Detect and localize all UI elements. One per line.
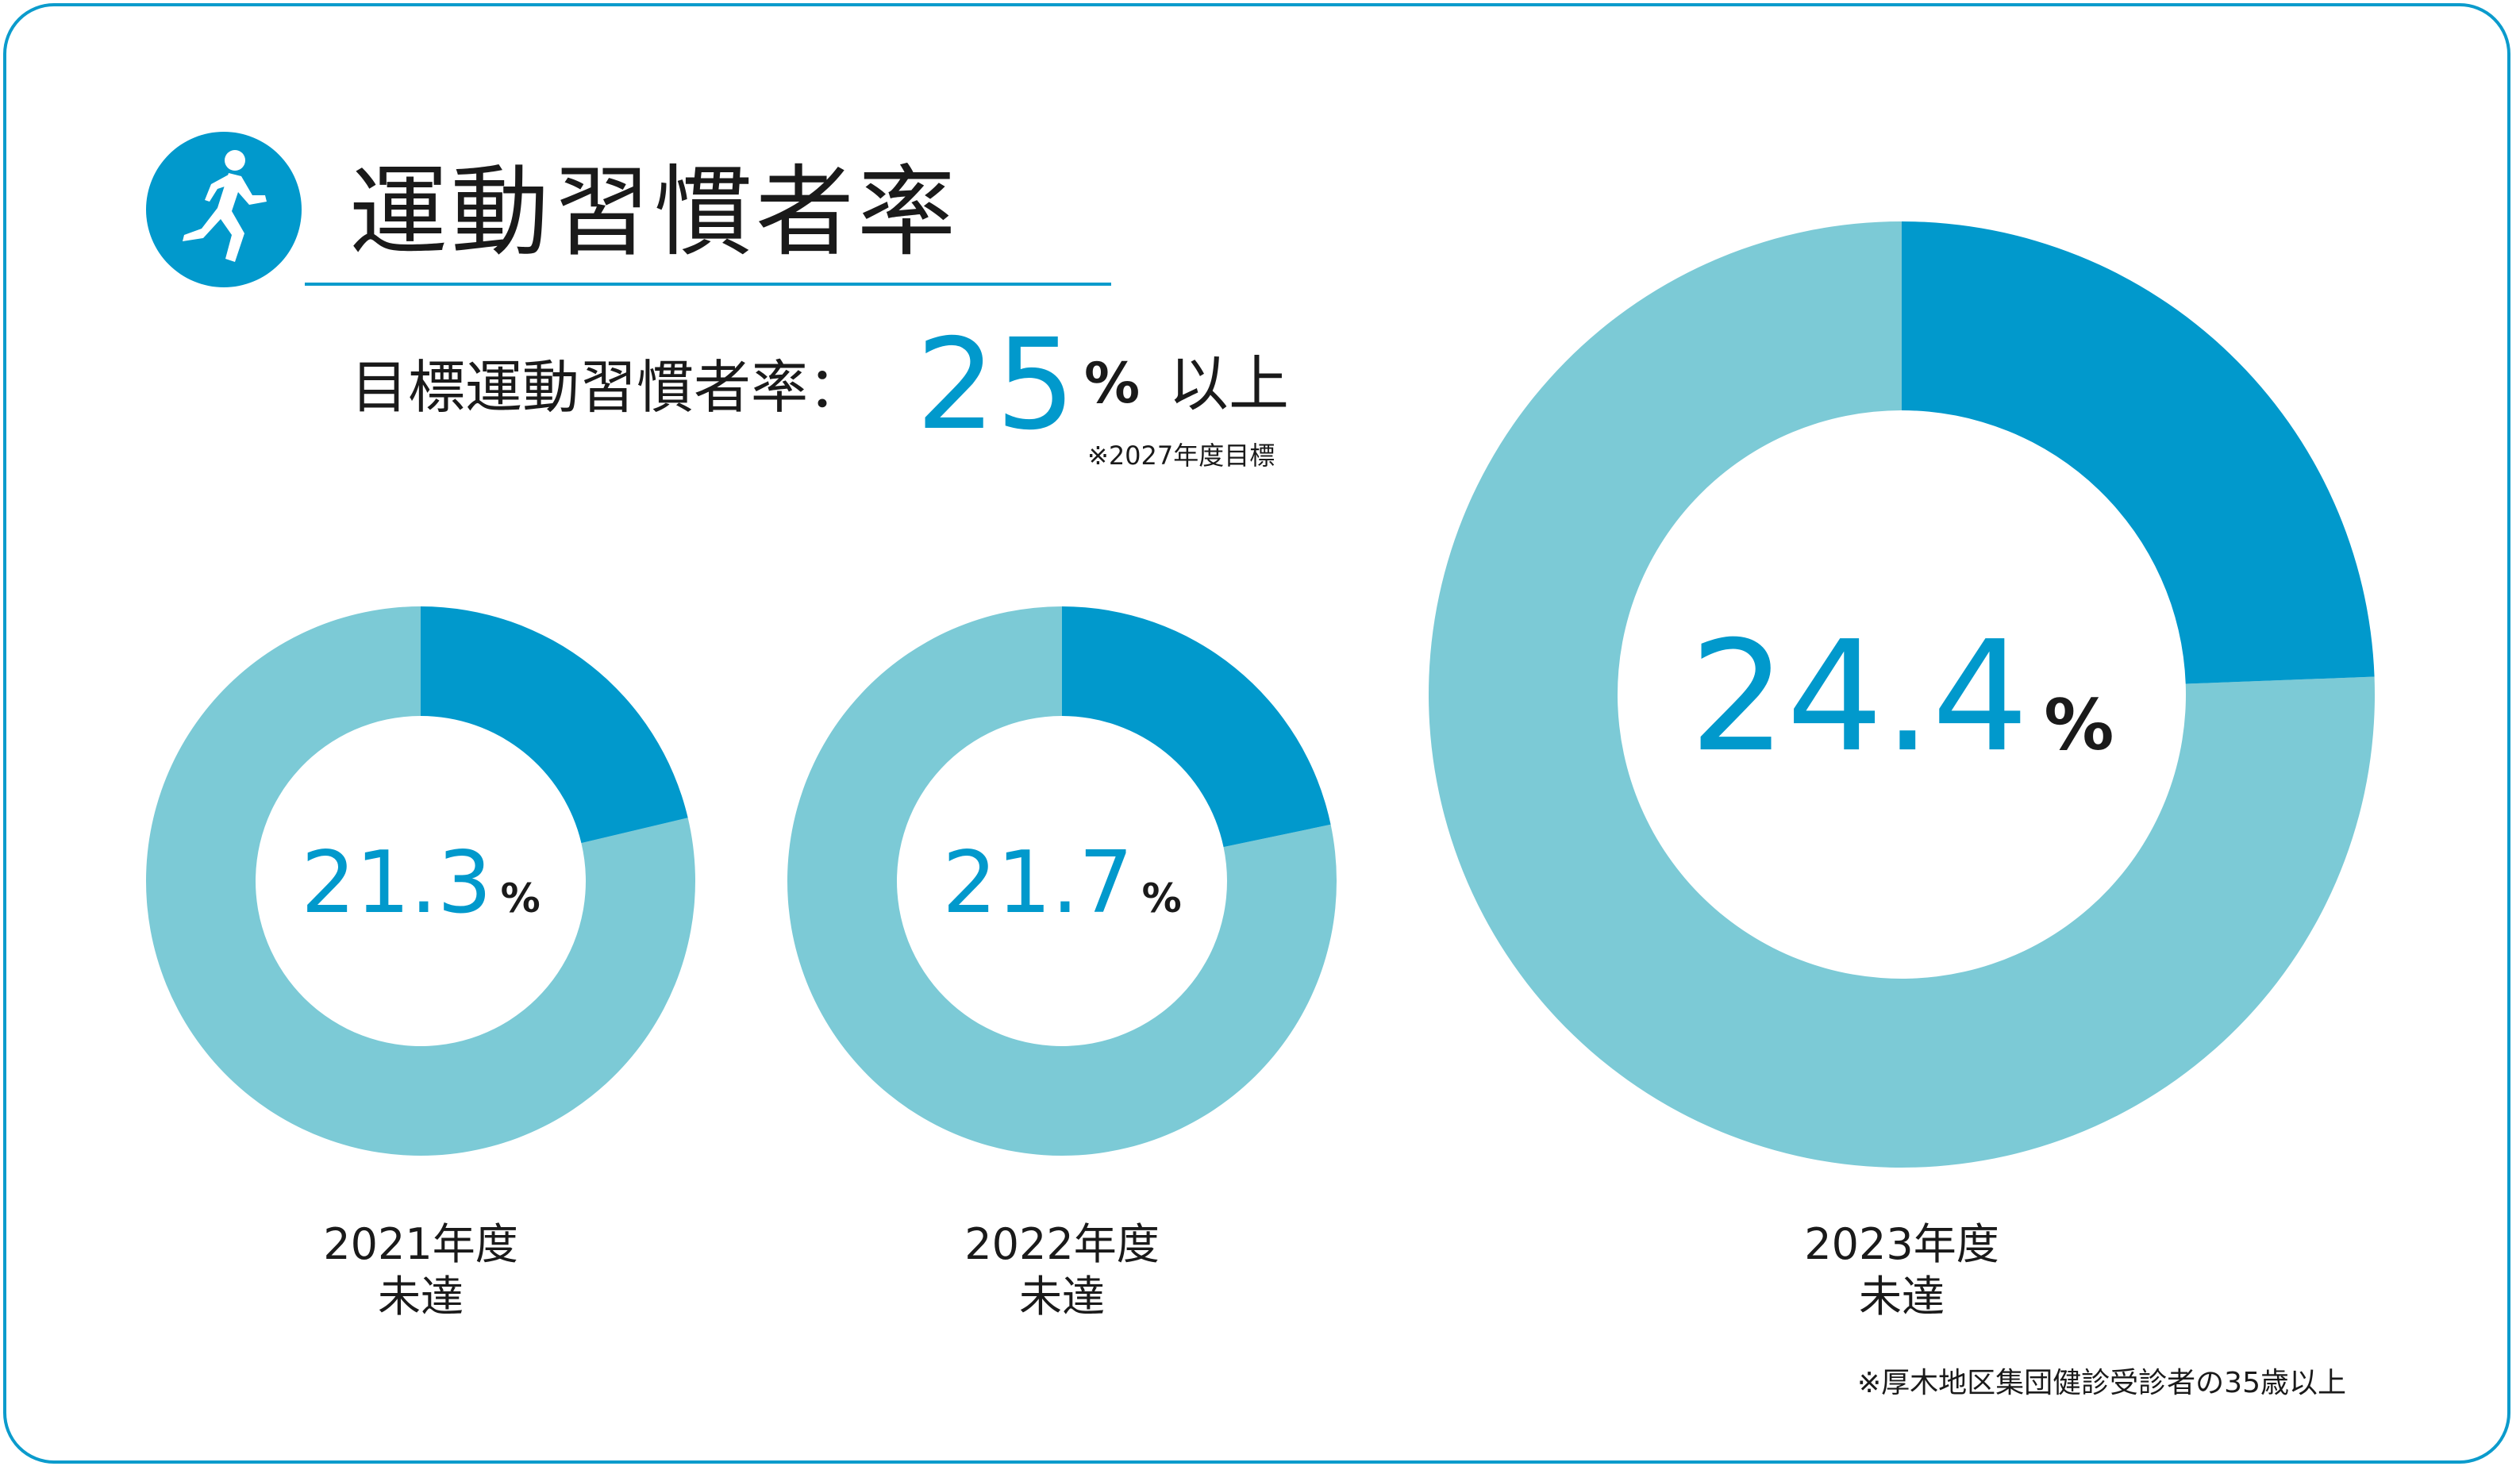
donut-value-number: 21.3 (301, 833, 491, 933)
donut-chart-2: 21.7% (787, 606, 1337, 1156)
target-label: 目標運動習慣者率： (351, 354, 866, 421)
year-label-2: 2022年度 未達 (903, 1218, 1221, 1323)
year-label-status: 未達 (378, 1271, 464, 1322)
title-underline (305, 283, 1111, 286)
donut-value-number: 21.7 (942, 833, 1133, 933)
donut-remainder-slice (145, 606, 695, 1156)
donut-center-value: 21.3% (301, 833, 540, 933)
year-label-status: 未達 (1019, 1271, 1105, 1322)
runner-icon (146, 132, 302, 287)
donut-remainder-slice (787, 606, 1337, 1156)
donut-value-unit: % (501, 875, 541, 922)
target-note: ※2027年度目標 (1087, 441, 1275, 471)
year-label-category: 2022年度 (964, 1219, 1160, 1269)
target-suffix: 以上 (1168, 348, 1289, 419)
page-title: 運動習慣者率 (349, 156, 960, 270)
donut-value-slice (1062, 606, 1331, 848)
donut-center-value: 24.4% (1690, 609, 2114, 786)
donut-center-value: 21.7% (942, 833, 1181, 933)
donut-value-slice (1902, 221, 2375, 684)
donut-value-unit: % (2044, 684, 2114, 766)
year-label-category: 2023年度 (1804, 1219, 1999, 1269)
donut-value-number: 24.4 (1690, 609, 2029, 786)
donut-remainder-slice (1428, 221, 2375, 1168)
donut-value-unit: % (1142, 875, 1182, 922)
donut-chart-3: 24.4% (1428, 221, 2375, 1168)
year-label-status: 未達 (1859, 1271, 1945, 1322)
footnote: ※厚木地区集団健診受診者の35歳以上 (1857, 1367, 2346, 1399)
card-frame (3, 3, 2510, 1464)
year-label-3: 2023年度 未達 (1743, 1218, 2060, 1323)
donut-chart-1: 21.3% (145, 606, 695, 1156)
donut-value-slice (421, 606, 688, 844)
year-label-1: 2021年度 未達 (262, 1218, 579, 1323)
year-label-category: 2021年度 (323, 1219, 518, 1269)
target-unit: % (1084, 351, 1141, 416)
target-value: 25 (916, 312, 1076, 458)
